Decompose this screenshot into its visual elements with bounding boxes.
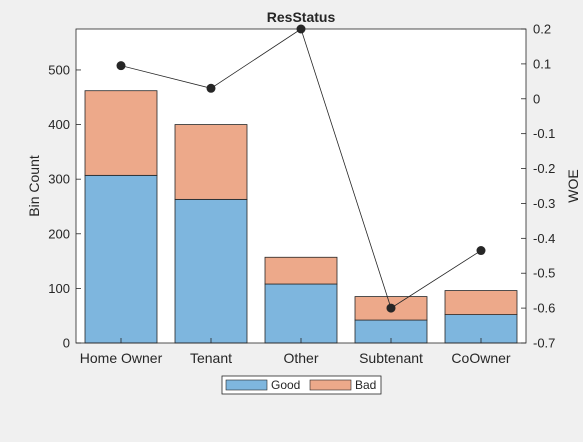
y-tick-label-3: 300 [48,172,70,187]
bar-good-1 [174,198,248,344]
bar-bad-1 [174,124,248,200]
x-tick-label-1: Tenant [190,350,232,366]
bar-bad-4 [444,290,518,316]
x-tick-label-4: CoOwner [451,350,510,366]
bar-good-0 [84,174,158,344]
y-tick-label-0: 0 [63,336,70,351]
bars-layer [84,90,518,344]
right-axis: 0.2 0.1 0 -0.1 -0.2 -0.3 -0.4 -0.5 -0.6 -0.7 [521,22,555,351]
y-tick-label-2: 200 [48,226,70,241]
y-axis-label: Bin Count [26,155,42,217]
chart-title: ResStatus [267,9,336,25]
left-axis: 0 100 200 300 400 500 [48,62,81,351]
y2-tick-label-0: 0.2 [533,22,551,37]
y2-tick-label-6: -0.4 [533,231,555,246]
bar-bad-0 [84,90,158,176]
bar-good-2 [264,283,338,344]
y2-tick-label-4: -0.2 [533,161,555,176]
y2-tick-label-8: -0.6 [533,301,555,316]
y2-tick-label-3: -0.1 [533,126,555,141]
woe-point-1 [206,83,216,93]
legend: Good Bad [221,375,382,395]
woe-line-layer [116,24,486,313]
legend-swatch-bad [309,379,352,391]
x-tick-label-0: Home Owner [80,350,163,366]
x-axis: Home Owner Tenant Other Subtenant CoOwner [80,338,511,366]
y-tick-label-1: 100 [48,281,70,296]
y2-tick-label-5: -0.3 [533,196,555,211]
legend-label-bad: Bad [355,378,376,392]
x-tick-label-3: Subtenant [359,350,423,366]
y2-tick-label-7: -0.5 [533,266,555,281]
woe-point-3 [386,303,396,313]
legend-swatch-good [225,379,268,391]
y-tick-label-5: 500 [48,62,70,77]
bar-bad-2 [264,256,338,285]
y-tick-label-4: 400 [48,117,70,132]
y2-axis-label: WOE [565,169,581,202]
y2-tick-label-2: 0 [533,91,540,106]
legend-label-good: Good [271,378,300,392]
y2-tick-label-1: 0.1 [533,56,551,71]
woe-point-4 [476,246,486,256]
woe-point-0 [116,61,126,71]
x-tick-label-2: Other [283,350,318,366]
y2-tick-label-9: -0.7 [533,336,555,351]
